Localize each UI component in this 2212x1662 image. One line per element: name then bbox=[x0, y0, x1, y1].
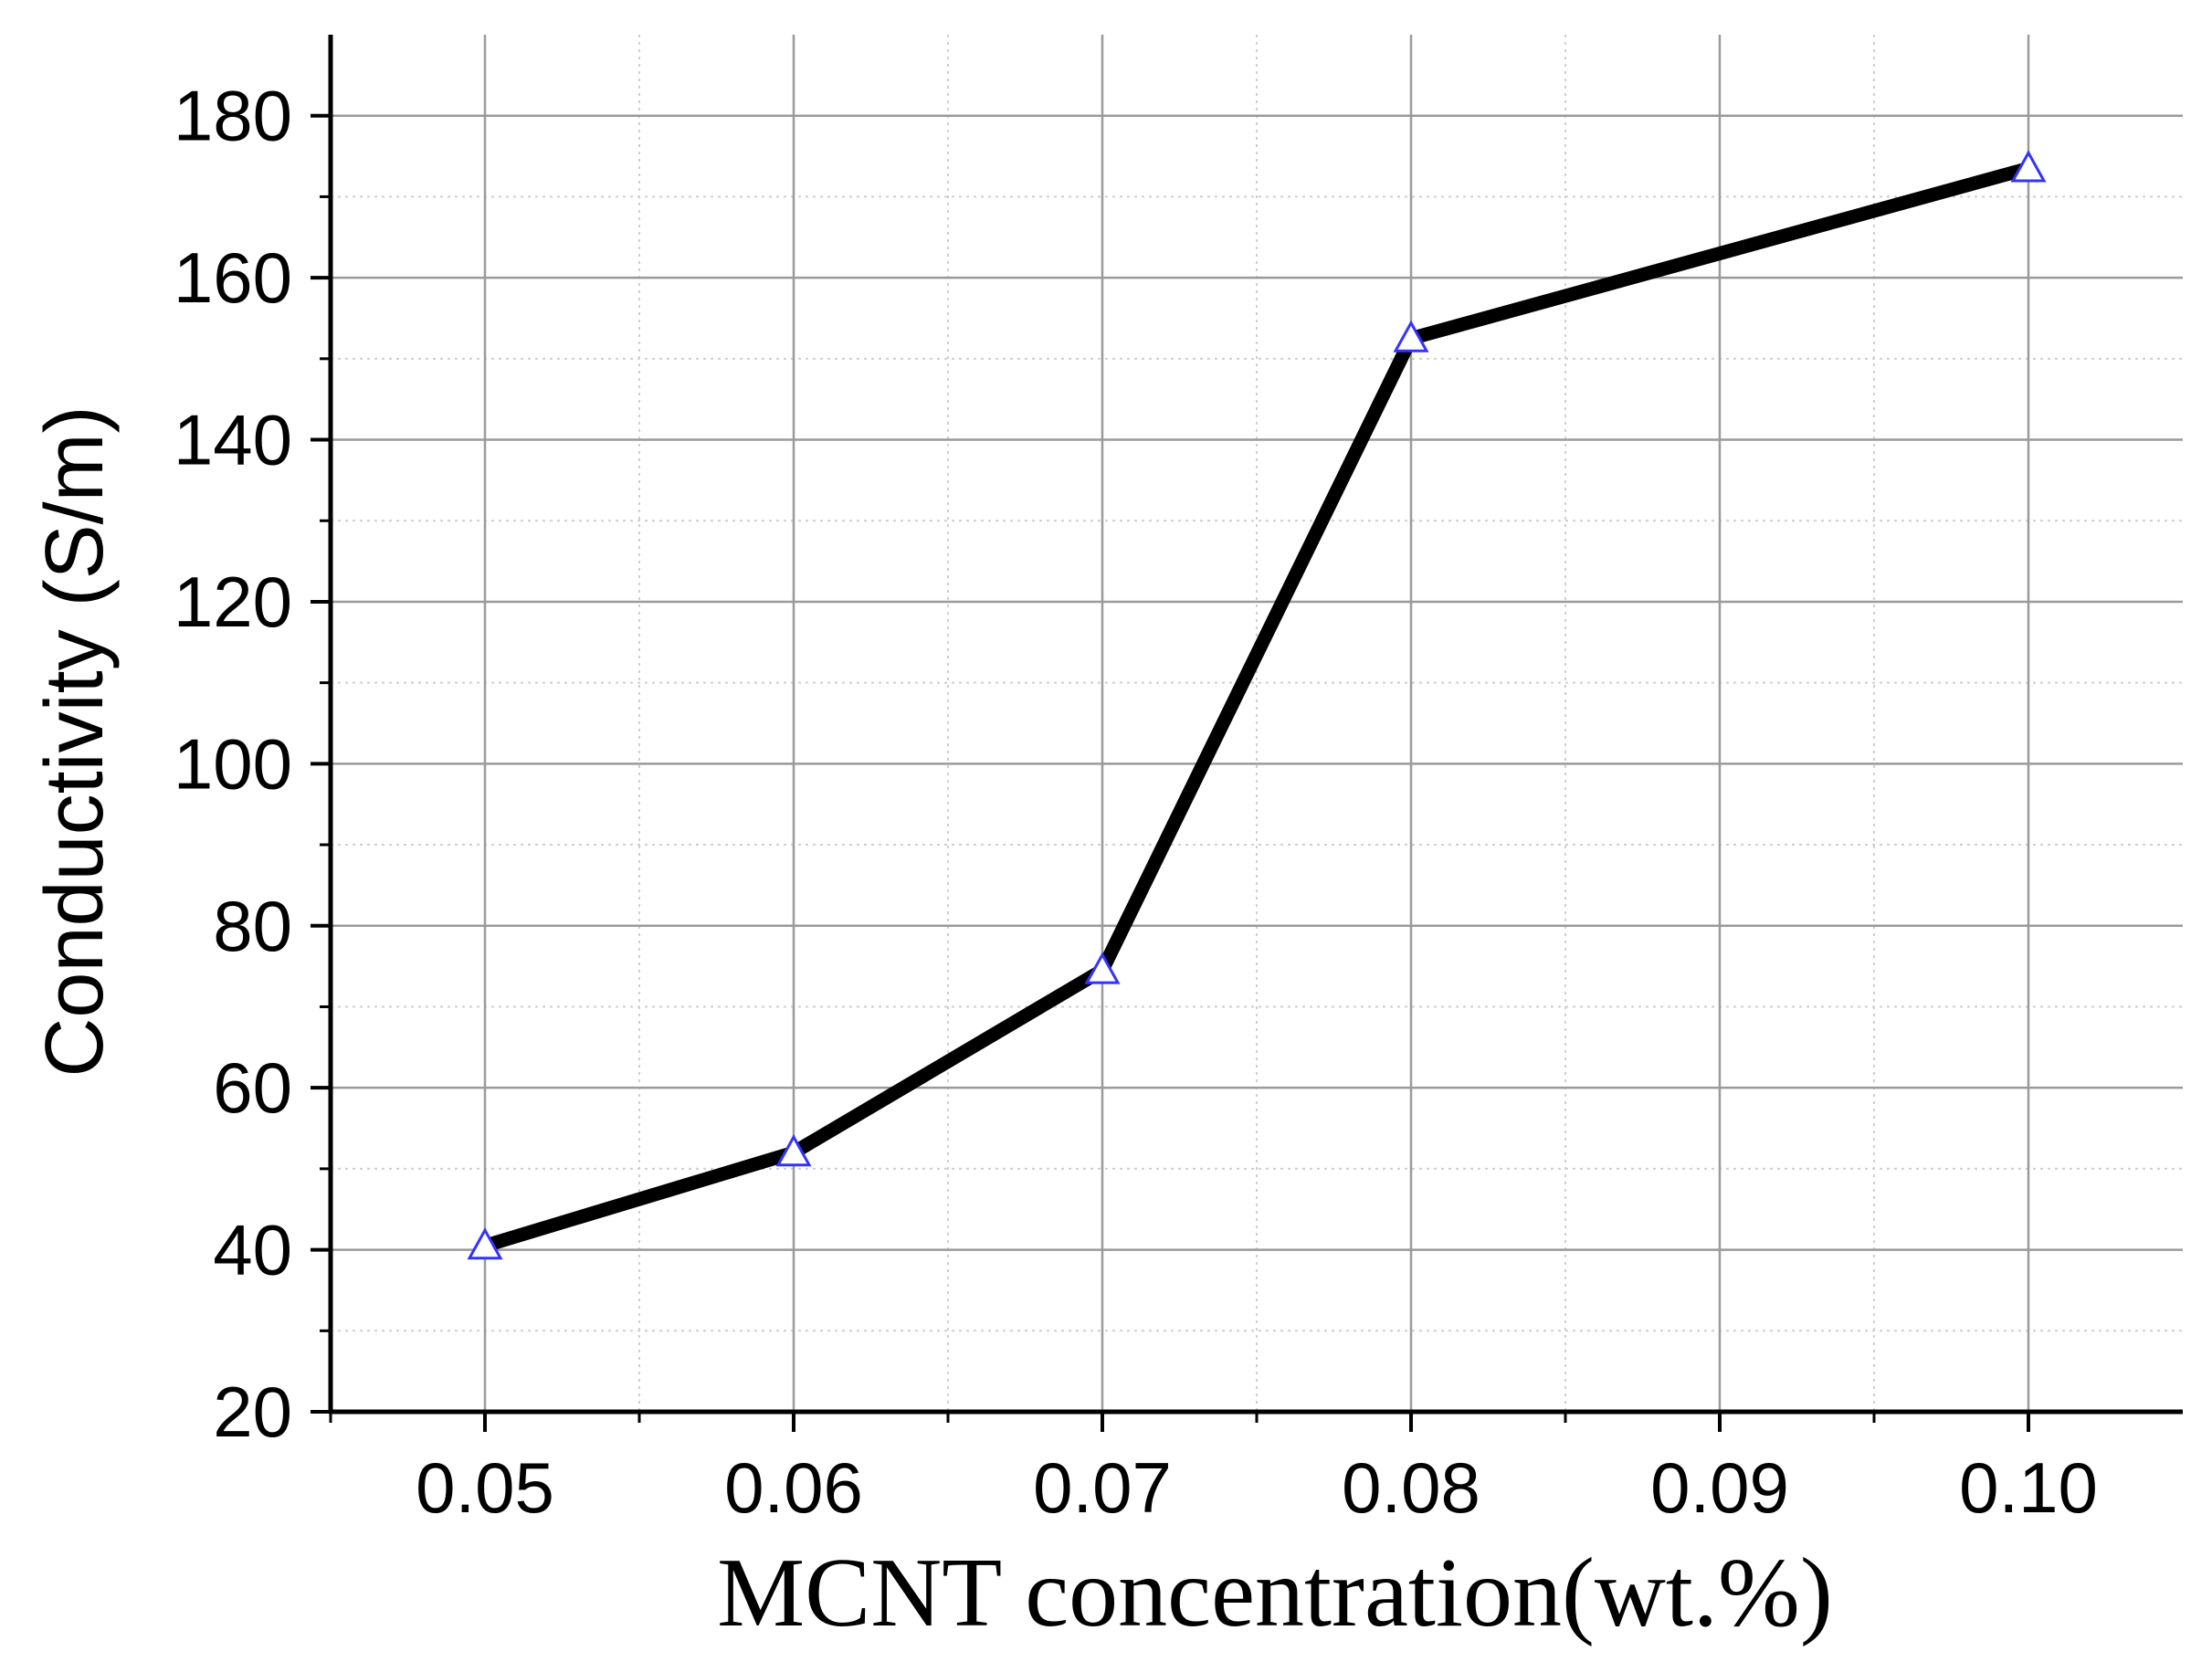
x-tick-label: 0.08 bbox=[1342, 1447, 1480, 1528]
x-tick-label: 0.09 bbox=[1650, 1447, 1789, 1528]
x-tick-label: 0.06 bbox=[724, 1447, 863, 1528]
y-tick-label: 60 bbox=[213, 1047, 292, 1128]
data-point-marker bbox=[2010, 150, 2047, 183]
y-tick-label: 120 bbox=[174, 562, 292, 642]
data-point-marker bbox=[467, 1227, 503, 1260]
ticks bbox=[311, 113, 2030, 1432]
y-tick-label: 180 bbox=[174, 76, 292, 156]
series-layer bbox=[467, 150, 2047, 1260]
grid-major bbox=[331, 35, 2183, 1412]
tick-labels: 0.05 0.06 0.07 0.08 0.09 0.10 20 40 60 80 100 120 14… bbox=[174, 76, 2098, 1528]
data-point-marker bbox=[775, 1134, 812, 1167]
x-tick-label: 0.07 bbox=[1033, 1447, 1172, 1528]
y-tick-label: 140 bbox=[174, 400, 292, 480]
data-point-marker bbox=[1084, 952, 1121, 984]
x-axis-label: MCNT concentration(wt.%) bbox=[717, 1539, 1833, 1647]
data-point-marker bbox=[1393, 320, 1429, 352]
x-tick-label: 0.10 bbox=[1959, 1447, 2098, 1528]
x-tick-label: 0.05 bbox=[416, 1447, 554, 1528]
grid-minor bbox=[330, 35, 2183, 1412]
y-tick-label: 160 bbox=[174, 237, 292, 318]
y-tick-label: 80 bbox=[213, 886, 292, 966]
y-tick-label: 100 bbox=[174, 723, 292, 804]
y-tick-label: 20 bbox=[213, 1372, 292, 1452]
y-tick-label: 40 bbox=[213, 1210, 292, 1290]
y-axis-label: Conductivity (S/m) bbox=[29, 405, 121, 1077]
